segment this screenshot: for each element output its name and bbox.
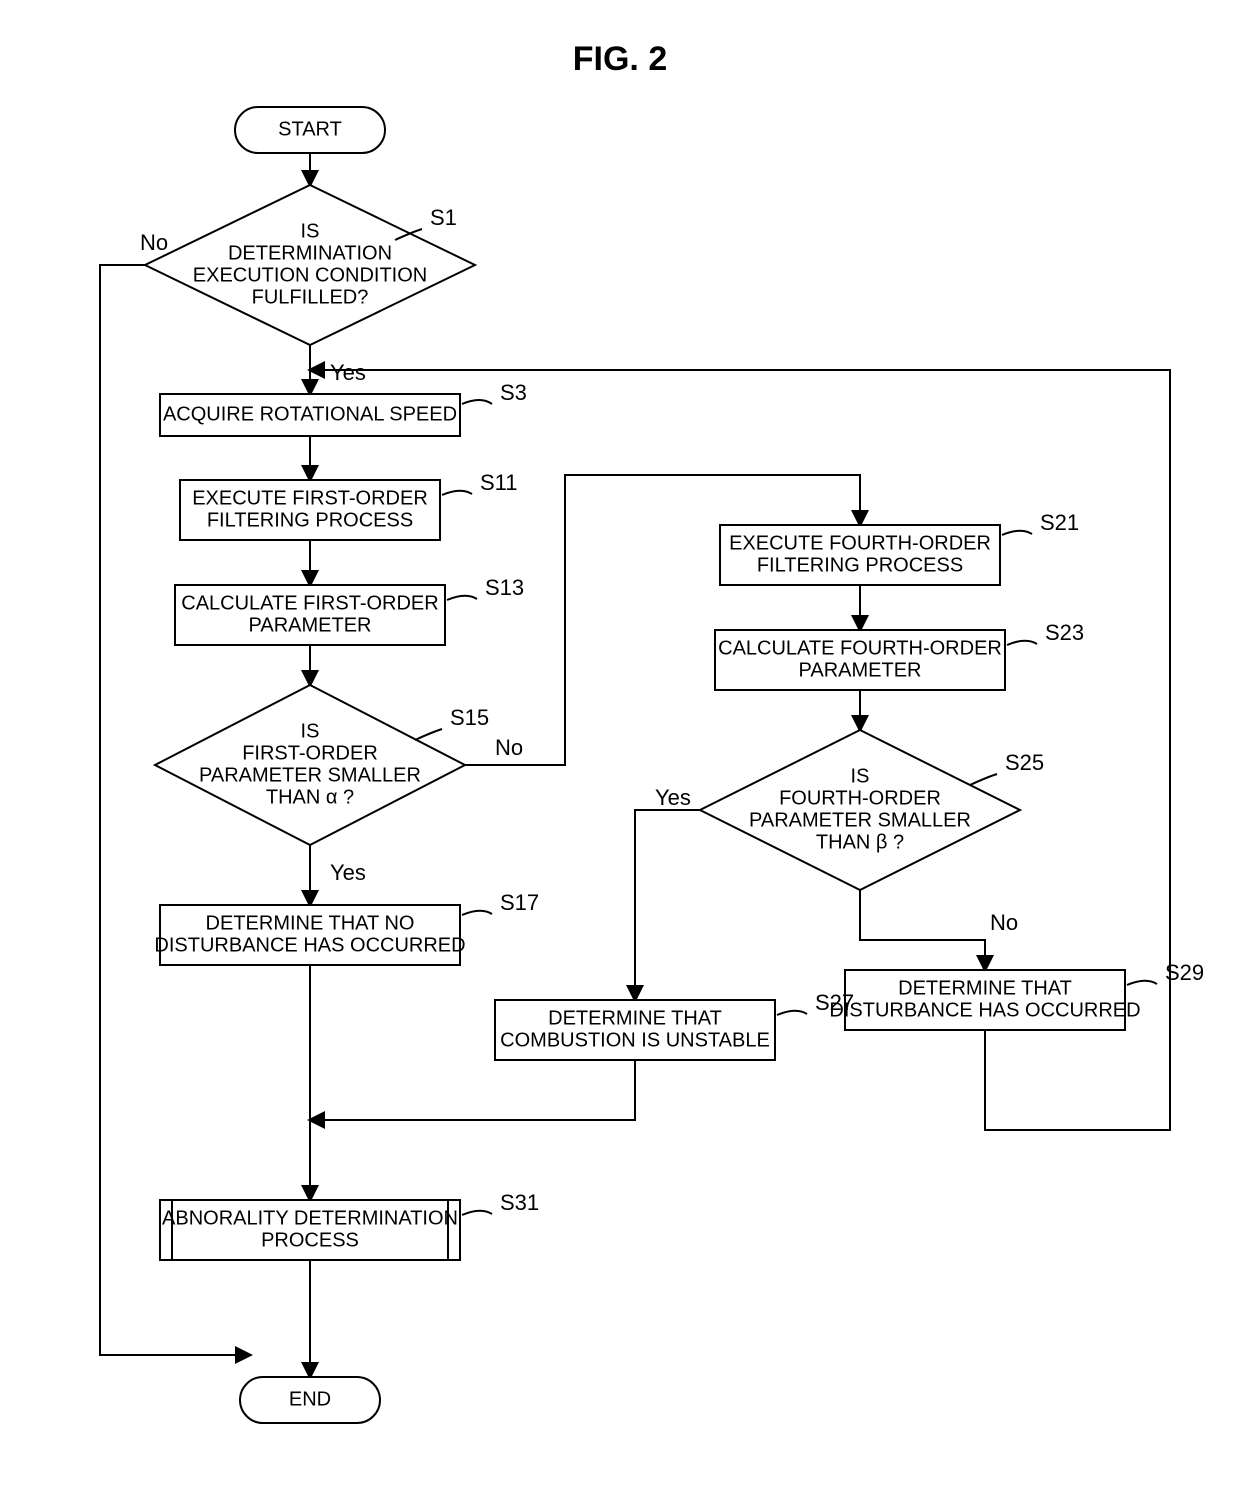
- svg-text:ACQUIRE ROTATIONAL SPEED: ACQUIRE ROTATIONAL SPEED: [163, 403, 457, 425]
- step-label-s11: S11: [480, 470, 518, 495]
- node-s23: CALCULATE FOURTH-ORDERPARAMETER: [715, 630, 1005, 690]
- node-s17: DETERMINE THAT NODISTURBANCE HAS OCCURRE…: [154, 905, 465, 965]
- svg-text:THAN β ?: THAN β ?: [816, 831, 904, 853]
- step-label-s15: S15: [450, 705, 489, 730]
- step-label-s25: S25: [1005, 750, 1044, 775]
- svg-text:IS: IS: [301, 720, 320, 742]
- svg-text:THAN α ?: THAN α ?: [266, 786, 354, 808]
- svg-text:DISTURBANCE HAS OCCURRED: DISTURBANCE HAS OCCURRED: [154, 934, 465, 956]
- node-s25: ISFOURTH-ORDERPARAMETER SMALLERTHAN β ?: [700, 730, 1020, 890]
- node-s21: EXECUTE FOURTH-ORDERFILTERING PROCESS: [720, 525, 1000, 585]
- step-label-s17: S17: [500, 890, 539, 915]
- step-label-s23: S23: [1045, 620, 1084, 645]
- edge-label-yes: Yes: [330, 860, 366, 885]
- svg-text:CALCULATE FIRST-ORDER: CALCULATE FIRST-ORDER: [181, 592, 438, 614]
- step-label-s21: S21: [1040, 510, 1079, 535]
- svg-text:END: END: [289, 1388, 331, 1410]
- edge-s27-merge: [310, 1060, 635, 1120]
- figure-title: FIG. 2: [573, 40, 667, 78]
- svg-text:PARAMETER SMALLER: PARAMETER SMALLER: [199, 764, 421, 786]
- step-label-s1: S1: [430, 205, 457, 230]
- svg-text:EXECUTE FOURTH-ORDER: EXECUTE FOURTH-ORDER: [729, 532, 991, 554]
- svg-text:DETERMINATION: DETERMINATION: [228, 242, 392, 264]
- svg-text:PARAMETER: PARAMETER: [799, 659, 922, 681]
- nodes-layer: STARTENDISDETERMINATIONEXECUTION CONDITI…: [145, 107, 1141, 1423]
- node-s13: CALCULATE FIRST-ORDERPARAMETER: [175, 585, 445, 645]
- node-end: END: [240, 1377, 380, 1423]
- step-label-s31: S31: [500, 1190, 539, 1215]
- node-s27: DETERMINE THATCOMBUSTION IS UNSTABLE: [495, 1000, 775, 1060]
- svg-text:START: START: [278, 118, 342, 140]
- node-s1: ISDETERMINATIONEXECUTION CONDITIONFULFIL…: [145, 185, 475, 345]
- svg-text:DETERMINE THAT: DETERMINE THAT: [898, 977, 1072, 999]
- svg-text:IS: IS: [851, 765, 870, 787]
- svg-text:ABNORALITY DETERMINATION: ABNORALITY DETERMINATION: [162, 1207, 458, 1229]
- node-s15: ISFIRST-ORDERPARAMETER SMALLERTHAN α ?: [155, 685, 465, 845]
- node-s29: DETERMINE THATDISTURBANCE HAS OCCURRED: [829, 970, 1140, 1030]
- svg-text:FOURTH-ORDER: FOURTH-ORDER: [779, 787, 941, 809]
- svg-text:PARAMETER: PARAMETER: [249, 614, 372, 636]
- svg-text:DISTURBANCE HAS OCCURRED: DISTURBANCE HAS OCCURRED: [829, 999, 1140, 1021]
- edge-label-no: No: [990, 910, 1018, 935]
- edge-label-yes: Yes: [655, 785, 691, 810]
- svg-text:COMBUSTION IS UNSTABLE: COMBUSTION IS UNSTABLE: [500, 1029, 770, 1051]
- svg-text:CALCULATE FOURTH-ORDER: CALCULATE FOURTH-ORDER: [718, 637, 1002, 659]
- node-s11: EXECUTE FIRST-ORDERFILTERING PROCESS: [180, 480, 440, 540]
- edge-s25-s27: [635, 810, 700, 1000]
- svg-text:FILTERING PROCESS: FILTERING PROCESS: [207, 509, 413, 531]
- svg-text:PARAMETER SMALLER: PARAMETER SMALLER: [749, 809, 971, 831]
- node-s3: ACQUIRE ROTATIONAL SPEED: [160, 394, 460, 436]
- edge-s15-s21: [465, 475, 860, 765]
- svg-text:DETERMINE THAT: DETERMINE THAT: [548, 1007, 722, 1029]
- edge-label-yes: Yes: [330, 360, 366, 385]
- svg-text:IS: IS: [301, 220, 320, 242]
- edge-label-no: No: [495, 735, 523, 760]
- step-label-s3: S3: [500, 380, 527, 405]
- svg-text:FILTERING PROCESS: FILTERING PROCESS: [757, 554, 963, 576]
- node-s31: ABNORALITY DETERMINATIONPROCESS: [160, 1200, 460, 1260]
- edge-s25-s29: [860, 890, 985, 970]
- svg-text:EXECUTE FIRST-ORDER: EXECUTE FIRST-ORDER: [192, 487, 428, 509]
- svg-text:EXECUTION CONDITION: EXECUTION CONDITION: [193, 264, 427, 286]
- edge-label-no: No: [140, 230, 168, 255]
- step-label-s13: S13: [485, 575, 524, 600]
- node-start: START: [235, 107, 385, 153]
- svg-text:FIRST-ORDER: FIRST-ORDER: [242, 742, 378, 764]
- step-label-s29: S29: [1165, 960, 1204, 985]
- svg-text:PROCESS: PROCESS: [261, 1229, 359, 1251]
- svg-text:DETERMINE THAT NO: DETERMINE THAT NO: [206, 912, 415, 934]
- svg-text:FULFILLED?: FULFILLED?: [252, 286, 369, 308]
- flowchart-canvas: FIG. 2 STARTENDISDETERMINATIONEXECUTION …: [0, 0, 1240, 1500]
- step-label-s27: S27: [815, 990, 854, 1015]
